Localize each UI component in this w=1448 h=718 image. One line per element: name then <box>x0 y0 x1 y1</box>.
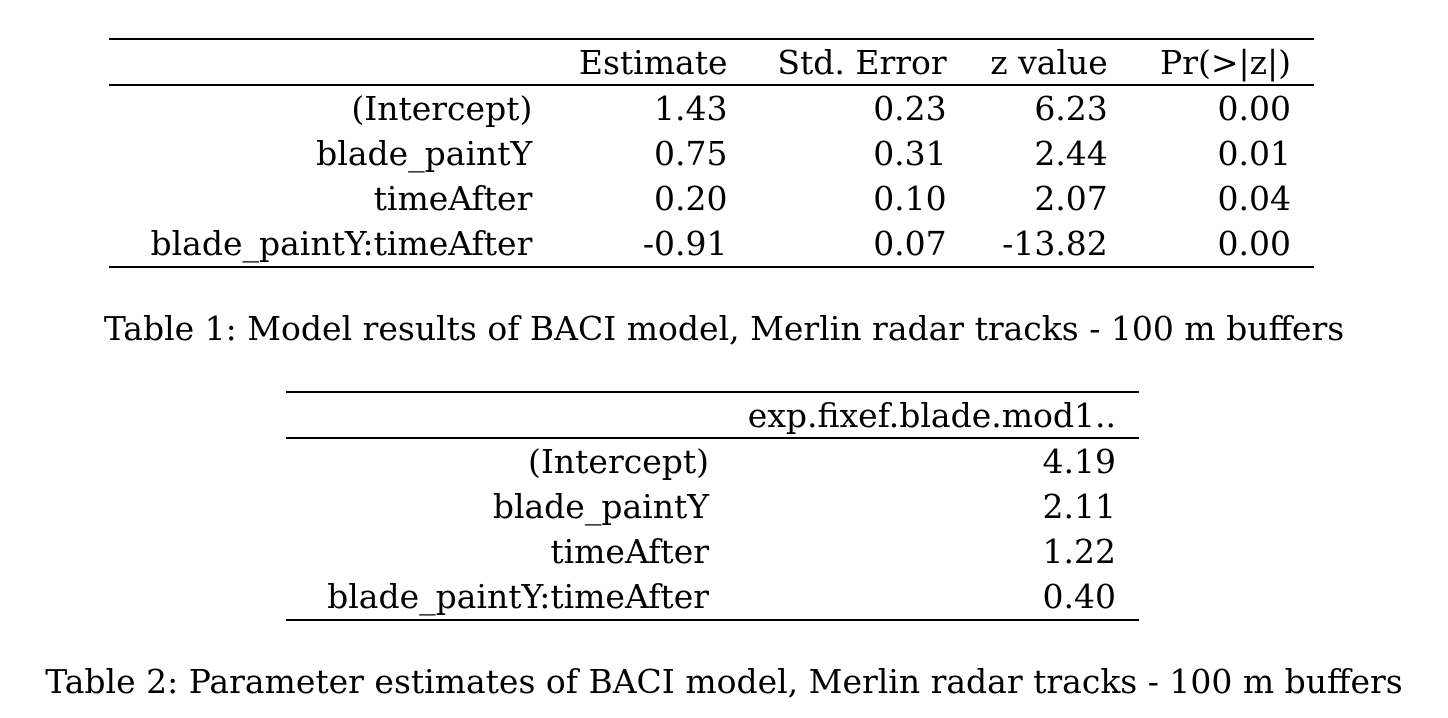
column-header-z-value: z value <box>946 38 1108 86</box>
row-term: (Intercept) <box>527 441 709 481</box>
cell-exp-fixef: 1.22 <box>1042 532 1116 572</box>
cell-exp-fixef: 2.11 <box>1042 486 1116 526</box>
cell-p-value: 0.00 <box>1107 221 1314 268</box>
table2-caption: Table 2: Parameter estimates of BACI mod… <box>45 662 1403 701</box>
table-row: blade_paintY:timeAfter 0.40 <box>286 574 1139 621</box>
table-row: timeAfter 0.20 0.10 2.07 0.04 <box>109 176 1314 222</box>
table-header-row: Estimate Std. Error z value Pr(>|z|) <box>109 38 1314 86</box>
cell-std-error: 0.07 <box>727 221 947 268</box>
table-row: blade_paintY 0.75 0.31 2.44 0.01 <box>109 131 1314 177</box>
row-term: timeAfter <box>373 179 533 219</box>
row-term: blade_paintY:timeAfter <box>286 574 709 621</box>
table1-caption: Table 1: Model results of BACI model, Me… <box>103 309 1345 348</box>
cell-exp-fixef: 0.40 <box>709 574 1139 621</box>
cell-p-value: 0.04 <box>1217 179 1291 219</box>
column-header-exp-fixef: exp.fixef.blade.mod1.. <box>709 391 1139 439</box>
row-term: blade_paintY <box>492 486 709 526</box>
cell-estimate: 0.20 <box>654 179 728 219</box>
table-row: timeAfter 1.22 <box>286 529 1139 575</box>
cell-std-error: 0.23 <box>873 88 947 128</box>
table-header-row: exp.fixef.blade.mod1.. <box>286 391 1139 439</box>
row-term: timeAfter <box>550 532 709 572</box>
row-term: blade_paintY <box>316 133 533 173</box>
cell-std-error: 0.31 <box>873 133 947 173</box>
row-term: (Intercept) <box>351 88 533 128</box>
cell-p-value: 0.00 <box>1217 88 1291 128</box>
column-header-term <box>109 38 533 86</box>
column-header-p-value: Pr(>|z|) <box>1107 38 1314 86</box>
column-header-std-error: Std. Error <box>727 38 947 86</box>
column-header-term <box>286 391 709 439</box>
parameter-estimates-table: exp.fixef.blade.mod1.. (Intercept) 4.19 … <box>286 391 1139 621</box>
cell-exp-fixef: 4.19 <box>1042 441 1116 481</box>
cell-z-value: -13.82 <box>946 221 1108 268</box>
row-term: blade_paintY:timeAfter <box>109 221 533 268</box>
cell-p-value: 0.01 <box>1217 133 1291 173</box>
cell-estimate: 0.75 <box>654 133 728 173</box>
model-results-table: Estimate Std. Error z value Pr(>|z|) (In… <box>109 38 1314 268</box>
table-row: (Intercept) 4.19 <box>286 438 1139 484</box>
column-header-estimate: Estimate <box>532 38 728 86</box>
cell-z-value: 6.23 <box>1034 88 1108 128</box>
table-row: blade_paintY 2.11 <box>286 484 1139 530</box>
table-row: blade_paintY:timeAfter -0.91 0.07 -13.82… <box>109 221 1314 268</box>
cell-estimate: -0.91 <box>532 221 728 268</box>
cell-std-error: 0.10 <box>873 179 947 219</box>
cell-z-value: 2.07 <box>1034 179 1108 219</box>
table-row: (Intercept) 1.43 0.23 6.23 0.00 <box>109 85 1314 131</box>
cell-estimate: 1.43 <box>654 88 728 128</box>
cell-z-value: 2.44 <box>1034 133 1108 173</box>
